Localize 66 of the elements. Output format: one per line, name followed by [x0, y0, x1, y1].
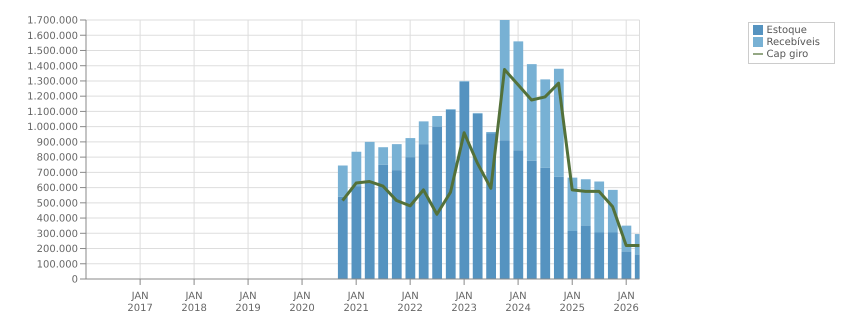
y-tick-label: 900.000 [36, 137, 78, 148]
legend-label: Estoque [766, 25, 807, 36]
bar [622, 252, 632, 279]
bar [432, 116, 442, 127]
bar [594, 181, 604, 233]
bar [418, 144, 429, 279]
bar [378, 147, 388, 165]
bar [568, 231, 578, 279]
bar [352, 152, 362, 186]
bar [472, 114, 483, 279]
bar [405, 138, 416, 158]
bar [580, 179, 591, 226]
x-tick-label: JAN 2019 [235, 291, 261, 313]
bar [540, 79, 550, 168]
y-tick-label: 500.000 [36, 198, 78, 210]
x-tick-label: JAN 2021 [343, 291, 369, 313]
bar [364, 183, 375, 279]
bar [405, 157, 416, 279]
y-tick-label: 400.000 [36, 214, 78, 225]
x-tick-label: JAN 2017 [127, 291, 153, 313]
bar [513, 41, 524, 150]
bar [540, 168, 550, 279]
y-tick-label: 1.400.000 [27, 61, 78, 72]
y-tick-label: 300.000 [36, 228, 78, 240]
bar [500, 140, 510, 279]
y-tick-label: 1.700.000 [27, 16, 78, 27]
bar [446, 110, 456, 279]
y-tick-label: 1.300.000 [27, 76, 78, 88]
x-tick-label: JAN 2025 [559, 291, 585, 313]
bar [418, 121, 429, 144]
y-tick-label: 1.600.000 [27, 30, 78, 42]
y-tick-label: 700.000 [36, 168, 78, 179]
bar [554, 176, 564, 279]
bar [338, 196, 348, 279]
y-tick-label: 100.000 [36, 259, 78, 270]
bar [459, 82, 470, 279]
y-tick-label: 200.000 [36, 244, 78, 256]
y-tick-label: 600.000 [36, 183, 78, 194]
bar [513, 150, 524, 279]
line-series [341, 68, 640, 247]
bar [392, 170, 402, 279]
bar [392, 144, 402, 170]
bar [364, 142, 375, 184]
y-tick-label: 1.500.000 [27, 46, 78, 58]
legend-label: Recebíveis [766, 37, 820, 48]
bar [432, 126, 442, 279]
bar [594, 232, 604, 279]
bar [352, 186, 362, 279]
legend-label: Cap giro [766, 49, 808, 60]
bar [526, 160, 537, 279]
x-tick-label: JAN 2026 [613, 291, 639, 313]
x-tick-label: JAN 2024 [505, 291, 531, 313]
x-tick-label: JAN 2020 [289, 291, 315, 313]
x-tick-label: JAN 2018 [181, 291, 207, 313]
y-tick-label: 0 [72, 274, 78, 286]
y-tick-label: 800.000 [36, 152, 78, 164]
bar [526, 64, 537, 161]
y-tick-label: 1.100.000 [27, 106, 78, 118]
y-tick-label: 1.200.000 [27, 92, 78, 103]
x-tick-label: JAN 2022 [397, 291, 423, 313]
bar [608, 232, 618, 279]
bar [378, 164, 388, 279]
x-tick-label: JAN 2023 [451, 291, 477, 313]
y-tick-label: 1.000.000 [27, 122, 78, 134]
bar [338, 165, 348, 197]
bar [580, 226, 591, 279]
